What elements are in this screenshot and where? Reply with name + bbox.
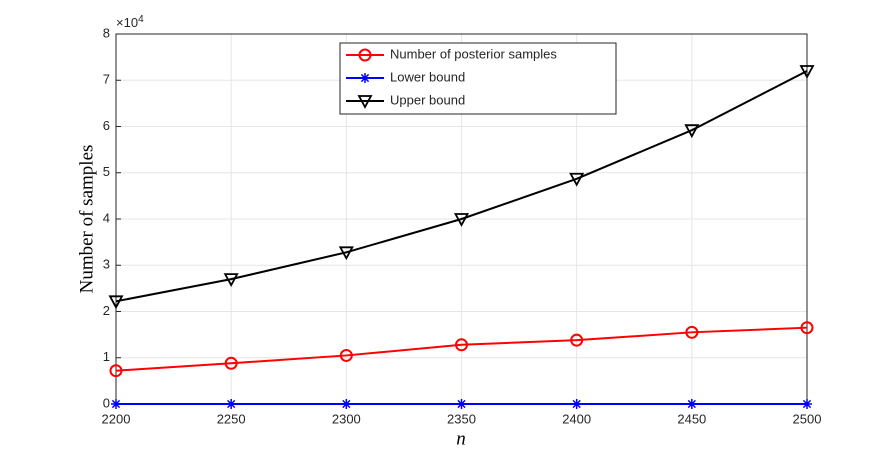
marker [570, 333, 584, 347]
x-tick-label: 2500 [793, 411, 822, 426]
marker [456, 399, 467, 409]
marker [571, 399, 582, 409]
marker [799, 65, 815, 79]
marker [226, 399, 237, 409]
y-tick-label: 4 [103, 210, 110, 225]
marker [360, 73, 370, 83]
x-tick-label: 2300 [332, 411, 361, 426]
marker [569, 172, 585, 187]
marker [223, 273, 239, 288]
x-tick-label: 2450 [677, 411, 706, 426]
marker [455, 338, 468, 352]
legend-box [339, 42, 617, 115]
y-tick-label: 2 [103, 303, 110, 318]
marker [339, 348, 353, 362]
y-tick-label: 8 [103, 25, 110, 40]
marker [341, 399, 352, 409]
x-tick-label: 2400 [562, 411, 591, 426]
series-line [115, 326, 808, 372]
marker [108, 295, 124, 310]
marker [111, 399, 121, 409]
x-axis-label: n [456, 428, 466, 449]
series-line [115, 70, 808, 303]
legend-label: Number of posterior samples [390, 46, 557, 61]
y-tick-label: 3 [103, 257, 110, 272]
marker [338, 246, 354, 261]
x-tick-label: 2250 [217, 411, 246, 426]
x-tick-label: 2200 [102, 411, 131, 426]
y-scale-label: ×104 [116, 14, 144, 31]
marker [358, 48, 372, 62]
y-scale-base: ×10 [116, 15, 138, 30]
marker [686, 399, 697, 409]
marker [453, 213, 470, 227]
y-tick-label: 6 [103, 118, 110, 133]
y-tick-label: 5 [103, 164, 110, 179]
marker [109, 364, 123, 378]
x-tick-label: 2350 [447, 411, 476, 426]
marker [224, 356, 238, 370]
y-scale-exponent: 4 [138, 14, 144, 25]
y-tick-label: 7 [103, 72, 110, 87]
y-tick-label: 0 [103, 395, 110, 410]
marker [802, 399, 812, 409]
marker [685, 325, 699, 339]
marker [800, 321, 814, 335]
y-axis-label: Number of samples [76, 145, 97, 294]
marker [684, 124, 700, 139]
legend-label: Lower bound [390, 69, 465, 84]
marker [357, 95, 373, 109]
legend-label: Upper bound [390, 92, 465, 107]
y-tick-label: 1 [103, 349, 110, 364]
